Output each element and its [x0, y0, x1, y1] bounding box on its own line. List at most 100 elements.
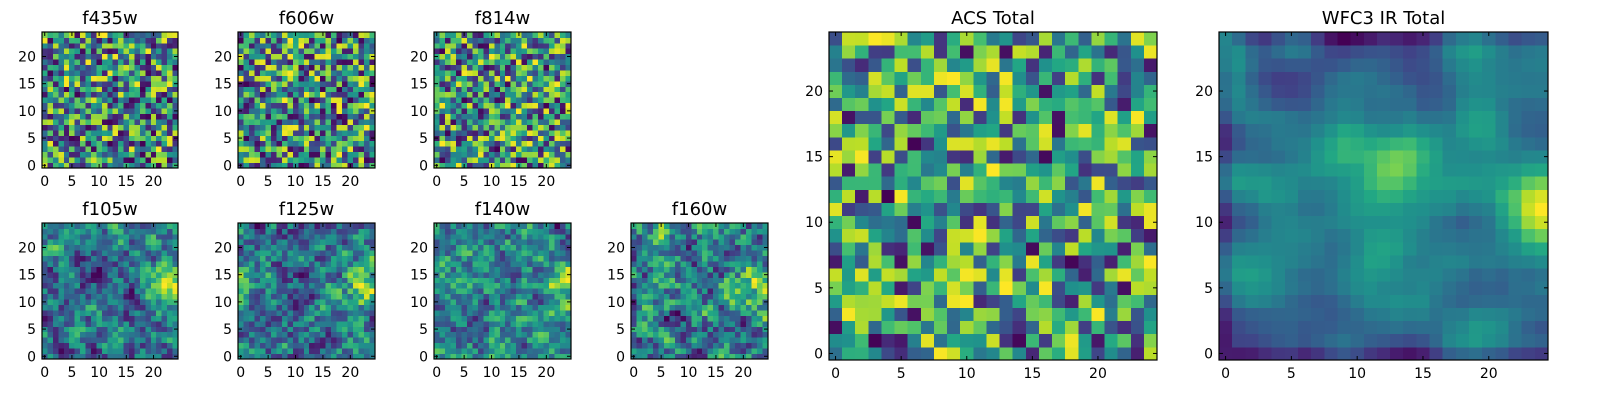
heatmap-cell [1105, 347, 1119, 361]
heatmap-cell [713, 315, 719, 321]
heatmap-cell [741, 245, 747, 251]
heatmap-cell [1039, 216, 1053, 230]
heatmap-cell [75, 234, 81, 240]
heatmap-cell [669, 261, 675, 267]
heatmap-cell [315, 157, 321, 163]
heatmap-cell [129, 239, 135, 245]
heatmap-cell [642, 277, 648, 283]
heatmap-cell [359, 348, 365, 354]
y-tick-label: 5 [27, 322, 36, 338]
heatmap-cell [145, 299, 151, 305]
heatmap-cell [675, 277, 681, 283]
heatmap-cell [293, 239, 299, 245]
heatmap-cell [359, 299, 365, 305]
heatmap-cell [708, 250, 714, 256]
heatmap-cell [69, 70, 75, 76]
heatmap-cell [309, 305, 315, 311]
heatmap-cell [842, 294, 856, 308]
heatmap-cell [489, 141, 495, 147]
heatmap-cell [533, 305, 539, 311]
heatmap-cell [691, 315, 697, 321]
heatmap-cell [129, 119, 135, 125]
heatmap-cell [364, 343, 370, 349]
heatmap-cell [156, 141, 162, 147]
heatmap-cell [315, 76, 321, 82]
heatmap-cell [238, 86, 244, 92]
heatmap-cell [472, 108, 478, 114]
heatmap-cell [353, 65, 359, 71]
heatmap-cell [298, 299, 304, 305]
heatmap-cell [293, 59, 299, 65]
heatmap-cell [113, 305, 119, 311]
heatmap-cell [47, 234, 53, 240]
heatmap-cell [167, 332, 173, 338]
heatmap-cell [304, 130, 310, 136]
x-tick-label: 15 [707, 365, 725, 381]
heatmap-cell [162, 348, 168, 354]
heatmap-cell [151, 81, 157, 87]
heatmap-cell [140, 86, 146, 92]
heatmap-cell [631, 267, 637, 273]
y-tick-label: 10 [410, 104, 428, 120]
x-tick-label: 15 [117, 174, 135, 190]
heatmap-cell [505, 343, 511, 349]
heatmap-cell [129, 135, 135, 141]
heatmap-cell [309, 92, 315, 98]
heatmap-cell [75, 97, 81, 103]
heatmap-cell [167, 81, 173, 87]
heatmap-cell [505, 223, 511, 229]
heatmap-cell [555, 223, 561, 229]
heatmap-cell [1000, 203, 1014, 217]
heatmap-cell [113, 119, 119, 125]
heatmap-cell [527, 337, 533, 343]
heatmap-cell [1000, 281, 1014, 295]
heatmap-cell [265, 114, 271, 120]
heatmap-cell [243, 81, 249, 87]
heatmap-cell [304, 152, 310, 158]
heatmap-cell [842, 321, 856, 335]
heatmap-cell [434, 288, 440, 294]
heatmap-cell [304, 348, 310, 354]
heatmap-cell [642, 288, 648, 294]
heatmap-cell [337, 332, 343, 338]
heatmap-cell [287, 321, 293, 327]
heatmap-cell [538, 348, 544, 354]
heatmap-cell [337, 326, 343, 332]
heatmap-cell [75, 76, 81, 82]
heatmap-cell [511, 283, 517, 289]
heatmap-cell [1000, 334, 1014, 348]
heatmap-cell [636, 299, 642, 305]
heatmap-cell [102, 283, 108, 289]
heatmap-cell [118, 348, 124, 354]
heatmap-cell [746, 223, 752, 229]
heatmap-cell [986, 294, 1000, 308]
heatmap-cell [533, 256, 539, 262]
heatmap-cell [118, 337, 124, 343]
panel-title: ACS Total [951, 8, 1035, 29]
heatmap-cell [287, 223, 293, 229]
heatmap-cell [680, 332, 686, 338]
heatmap-cell [107, 37, 113, 43]
heatmap-cell [908, 203, 922, 217]
heatmap-cell [730, 272, 736, 278]
heatmap-cell [973, 242, 987, 256]
heatmap-cell [96, 157, 102, 163]
heatmap-cell [757, 223, 763, 229]
heatmap-cell [102, 32, 108, 38]
heatmap-cell [881, 176, 895, 190]
heatmap-cell [538, 272, 544, 278]
heatmap-cell [472, 332, 478, 338]
heatmap-cell [516, 343, 522, 349]
heatmap-cell [895, 150, 909, 164]
heatmap-cell [544, 332, 550, 338]
heatmap-cell [450, 108, 456, 114]
heatmap-cell [80, 65, 86, 71]
heatmap-cell [353, 299, 359, 305]
heatmap-cell [934, 189, 948, 203]
heatmap-cell [713, 272, 719, 278]
heatmap-cell [326, 305, 332, 311]
heatmap-cell [80, 146, 86, 152]
heatmap-cell [522, 70, 528, 76]
heatmap-cell [271, 315, 277, 321]
heatmap-cell [494, 43, 500, 49]
